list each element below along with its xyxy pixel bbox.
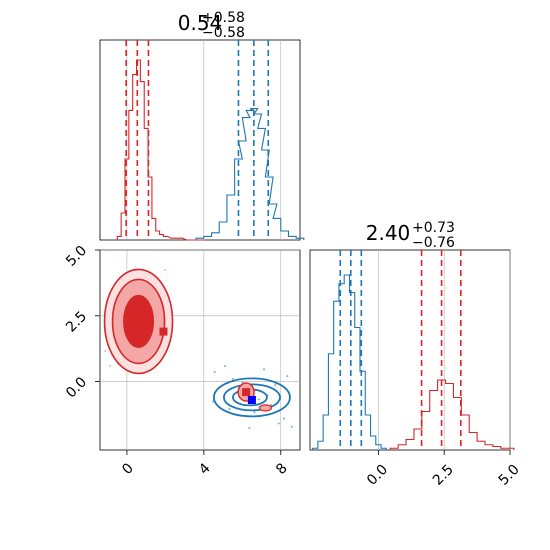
- scatter-point: [277, 422, 280, 425]
- scatter-point: [231, 377, 234, 380]
- scatter-point: [286, 375, 289, 378]
- scatter-point: [253, 411, 256, 414]
- blue-marker: [247, 396, 256, 404]
- title-param1-main: 0.54: [178, 11, 223, 35]
- scatter-point: [224, 364, 227, 367]
- scatter-point: [282, 417, 285, 420]
- scatter-point: [274, 384, 277, 387]
- title-param1-sub: −0.58: [202, 25, 245, 41]
- xtick-label-param1: 0: [119, 460, 137, 478]
- xtick-label-param2: 2.5: [430, 462, 457, 489]
- scatter-point: [248, 427, 251, 430]
- grid-lines: [100, 40, 511, 450]
- scatter-point: [241, 381, 244, 384]
- scatter-point: [228, 408, 231, 410]
- scatter-point: [213, 371, 216, 374]
- title-param1-sup: +0.58: [202, 10, 245, 26]
- hist1-red-step: [116, 59, 206, 241]
- hist2-blue-step: [312, 274, 387, 450]
- scatter-point: [269, 403, 272, 406]
- scatter-point: [263, 368, 266, 371]
- scatter-point: [290, 425, 293, 428]
- scatter-point: [290, 425, 293, 428]
- blue-contour-outer: [213, 377, 291, 418]
- tick-marks: [95, 249, 511, 455]
- scatter-point: [109, 364, 112, 367]
- scatter-point: [104, 350, 107, 353]
- scatter-point: [269, 403, 272, 406]
- scatter-point: [224, 364, 227, 367]
- scatter-point: [213, 371, 216, 374]
- xtick-label-param2: 5.0: [496, 462, 523, 489]
- xtick-label-param2: 0.0: [364, 462, 391, 489]
- scatter-point: [277, 422, 280, 425]
- title-param2: 2.40: [366, 221, 411, 245]
- scatter-point: [213, 371, 216, 374]
- blue-contour-mid: [223, 383, 281, 412]
- scatter-point: [248, 427, 251, 430]
- hist2-red-step: [389, 379, 515, 450]
- scatter-point: [163, 269, 166, 271]
- scatter-point: [163, 269, 166, 271]
- xtick-label-param1: 4: [196, 460, 214, 478]
- hist2-panel: [312, 250, 515, 450]
- scatter-point: [241, 381, 244, 384]
- scatter-point: [290, 425, 293, 428]
- scatter-point: [211, 400, 214, 403]
- title-param2-sub: −0.76: [412, 235, 455, 251]
- scatter-point: [269, 403, 272, 406]
- xtick-label-param1: 8: [273, 460, 291, 478]
- title-param1: 0.54: [178, 11, 223, 35]
- scatter-point: [228, 408, 231, 410]
- scatter-point: [211, 400, 214, 403]
- scatter-point: [274, 384, 277, 387]
- joint-panel: [103, 268, 293, 430]
- scatter-point: [211, 400, 214, 403]
- scatter-point: [228, 408, 231, 410]
- hist1-axes: [99, 39, 301, 241]
- scatter-point: [286, 375, 289, 378]
- scatter-point: [104, 350, 107, 353]
- scatter-point: [248, 427, 251, 430]
- scatter-point: [257, 398, 260, 401]
- red-marker-3: [242, 388, 251, 397]
- scatter-point: [274, 384, 277, 387]
- ytick-label-param2: 5.0: [63, 243, 90, 270]
- hist1-panel: [116, 40, 305, 241]
- red-marker: [132, 314, 141, 323]
- scatter-point: [231, 377, 234, 380]
- title-param2-sup: +0.73: [412, 220, 455, 236]
- scatter-point: [263, 368, 266, 371]
- scatter-point: [241, 381, 244, 384]
- scatter-point: [277, 422, 280, 425]
- title-param2-main: 2.40: [366, 221, 411, 245]
- scatter-point: [282, 417, 285, 420]
- scatter-point: [224, 364, 227, 367]
- red-far-blob: [258, 404, 272, 412]
- ytick-label-param2: 0.0: [63, 374, 90, 401]
- scatter-point: [253, 411, 256, 414]
- scatter-point: [257, 398, 260, 401]
- scatter-point: [231, 377, 234, 380]
- scatter-point: [286, 375, 289, 378]
- hist1-blue-step: [195, 108, 305, 240]
- scatter-point: [263, 368, 266, 371]
- scatter-point: [282, 417, 285, 420]
- scatter-point: [253, 411, 256, 414]
- ytick-label-param2: 2.5: [63, 308, 90, 335]
- red-marker-2: [159, 327, 168, 336]
- scatter-point: [257, 398, 260, 401]
- scatter-point: [109, 364, 112, 367]
